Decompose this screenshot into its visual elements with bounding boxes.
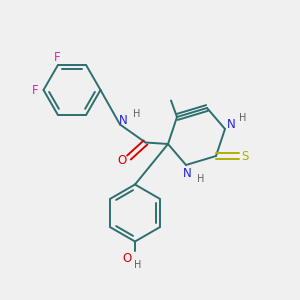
Text: H: H <box>133 109 140 119</box>
Text: O: O <box>117 154 126 167</box>
Text: N: N <box>119 114 128 128</box>
Text: F: F <box>54 51 61 64</box>
Text: N: N <box>183 167 192 180</box>
Text: F: F <box>32 83 38 97</box>
Text: O: O <box>122 252 131 265</box>
Text: H: H <box>134 260 142 270</box>
Text: N: N <box>227 118 236 131</box>
Text: H: H <box>239 112 247 123</box>
Text: H: H <box>197 173 205 184</box>
Text: S: S <box>242 149 249 163</box>
